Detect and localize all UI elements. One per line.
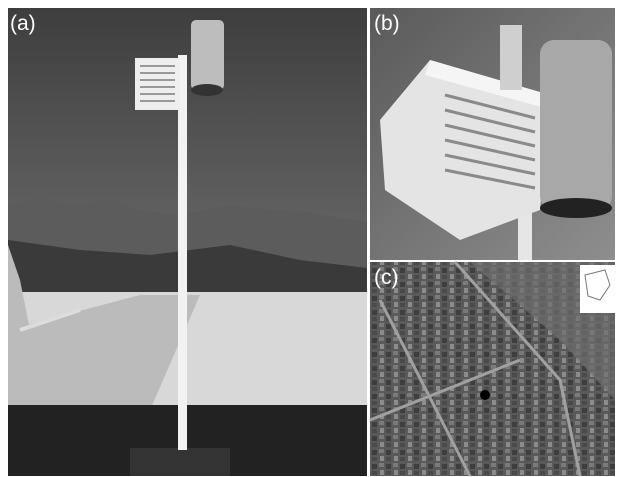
rain-gauge-base bbox=[540, 198, 612, 218]
base bbox=[130, 448, 230, 476]
panel-label: (c) bbox=[374, 266, 399, 289]
station-marker bbox=[480, 390, 490, 400]
panel-a: (a) bbox=[8, 8, 367, 476]
panel-label: (a) bbox=[10, 12, 36, 35]
panel-label: (b) bbox=[374, 12, 400, 35]
pole bbox=[178, 55, 187, 450]
sensor bbox=[500, 25, 522, 90]
rain-gauge bbox=[191, 20, 224, 90]
rain-gauge bbox=[540, 40, 612, 210]
page: (a) (b) (c) (() => { const data = JSON.p… bbox=[0, 0, 617, 477]
rain-gauge-base bbox=[191, 84, 223, 96]
panel-c: (c) bbox=[370, 262, 615, 476]
panel-b: (b) bbox=[370, 8, 615, 260]
figure: (a) (b) (c) bbox=[0, 0, 617, 477]
